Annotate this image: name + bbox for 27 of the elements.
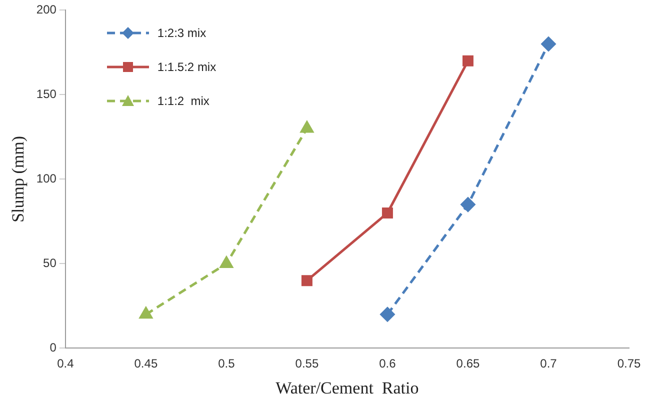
point bbox=[382, 208, 393, 218]
y-tick-label: 0 bbox=[50, 340, 57, 355]
y-tick-label: 200 bbox=[36, 2, 57, 17]
point bbox=[460, 197, 476, 212]
point bbox=[300, 121, 314, 133]
point bbox=[220, 256, 233, 268]
legend-label: 1:1.5:2 mix bbox=[157, 60, 216, 74]
x-tick-label: 0.7 bbox=[540, 356, 558, 371]
point bbox=[301, 275, 312, 286]
point bbox=[462, 55, 474, 66]
x-tick-label: 0.45 bbox=[134, 356, 158, 371]
y-tick-label: 50 bbox=[43, 256, 57, 270]
y-tick-label: 100 bbox=[36, 172, 57, 186]
x-tick-label: 0.4 bbox=[57, 356, 74, 371]
x-axis-title: Water/Cement Ratio bbox=[276, 378, 419, 398]
legend-label: 1:1:2 mix bbox=[157, 94, 210, 108]
x-tick-label: 0.65 bbox=[456, 356, 480, 371]
legend-label: 1:2:3 mix bbox=[157, 26, 206, 40]
point bbox=[541, 36, 556, 52]
y-tick-label: 150 bbox=[36, 87, 57, 102]
x-tick-label: 0.55 bbox=[295, 356, 319, 371]
point bbox=[139, 307, 152, 319]
x-tick-label: 0.5 bbox=[218, 356, 236, 371]
point bbox=[380, 307, 395, 322]
x-tick-label: 0.6 bbox=[379, 356, 396, 371]
x-tick-label: 0.75 bbox=[617, 356, 641, 371]
y-axis-title: Slump (mm) bbox=[8, 136, 28, 222]
